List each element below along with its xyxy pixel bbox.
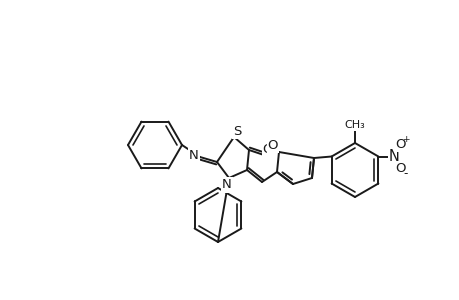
Text: +: + xyxy=(401,135,408,144)
Text: -: - xyxy=(403,167,407,180)
Text: O: O xyxy=(262,142,273,155)
Text: N: N xyxy=(222,178,231,191)
Text: CH₃: CH₃ xyxy=(344,120,364,130)
Text: O: O xyxy=(267,139,278,152)
Text: S: S xyxy=(232,124,241,137)
Text: N: N xyxy=(388,149,399,164)
Text: N: N xyxy=(189,148,198,161)
Text: O: O xyxy=(394,138,405,151)
Text: O: O xyxy=(394,162,405,175)
